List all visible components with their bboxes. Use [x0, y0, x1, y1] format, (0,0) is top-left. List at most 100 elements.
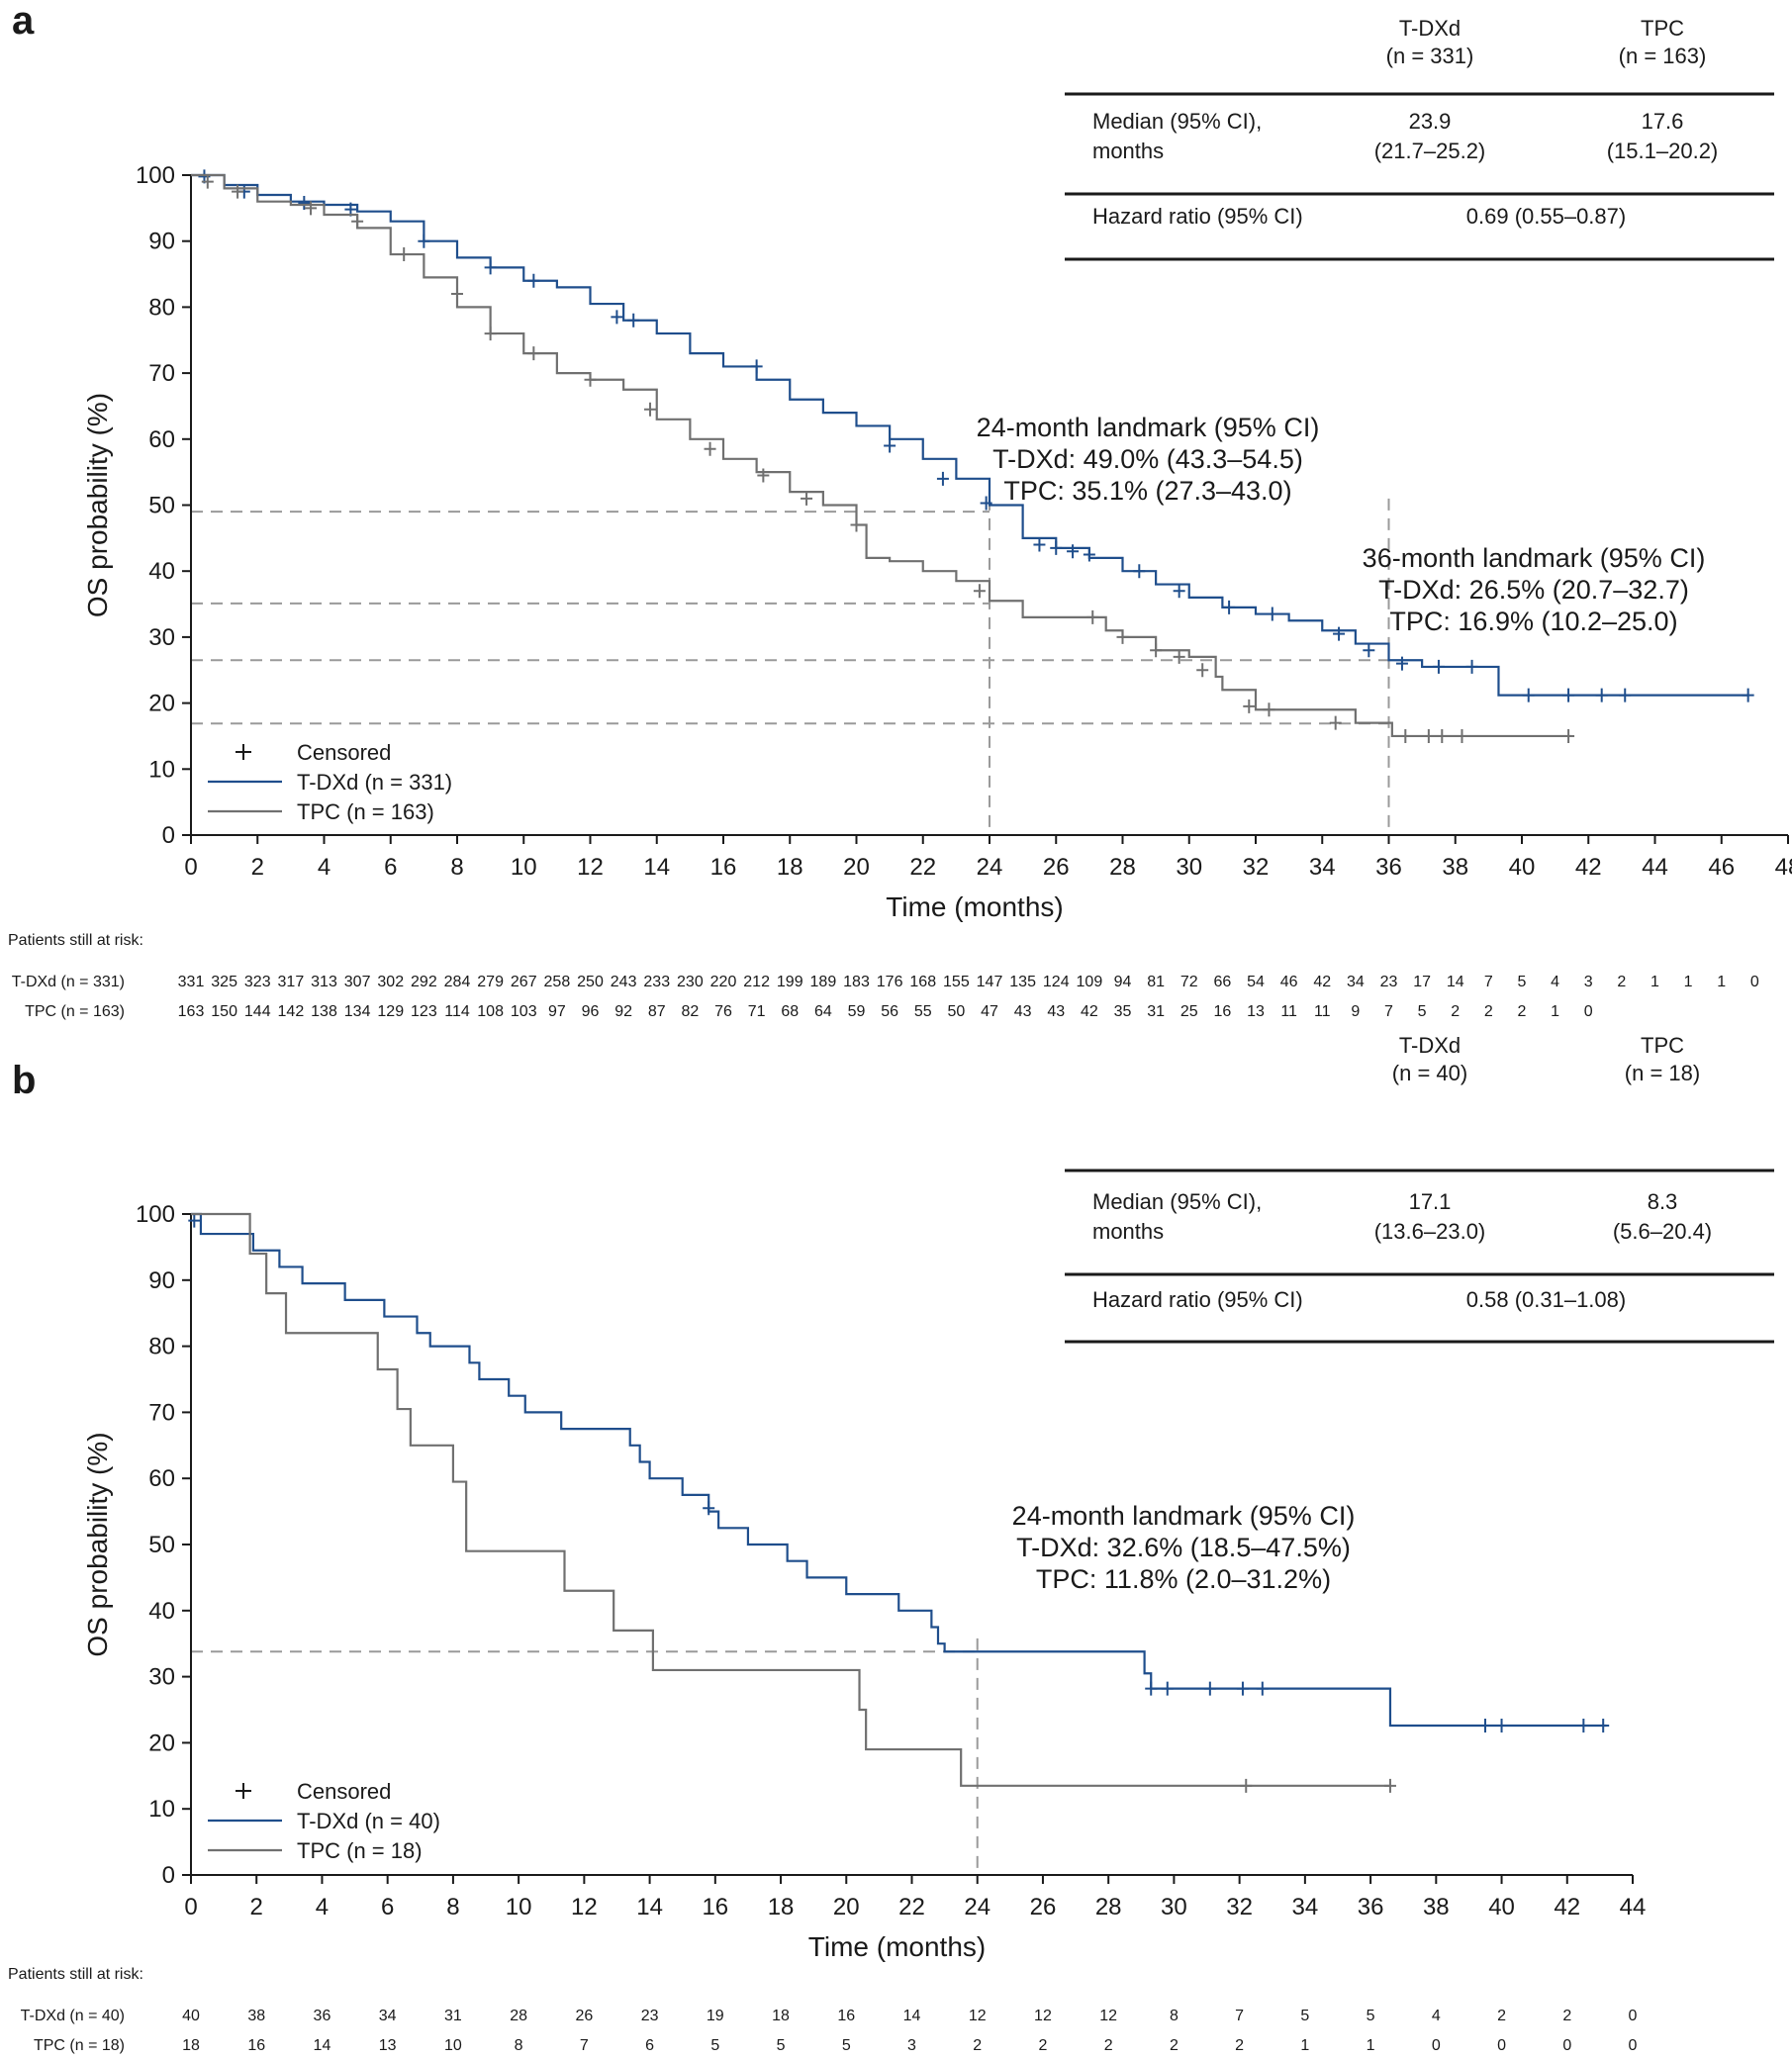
- x-tick-label: 18: [768, 1894, 795, 1920]
- at-risk-tdxd-value: 40: [182, 2008, 200, 2024]
- censor-mark: [201, 174, 214, 189]
- at-risk-tdxd-value: 317: [278, 974, 305, 990]
- at-risk-tpc-value: 1: [1300, 2037, 1309, 2054]
- at-risk-tdxd-value: 168: [909, 974, 936, 990]
- tpc-curve: [191, 1212, 1390, 1787]
- censor-mark: [1067, 544, 1080, 559]
- x-tick-label: 6: [384, 854, 397, 881]
- at-risk-tpc-value: 163: [178, 1003, 205, 1020]
- censor-mark: [1595, 688, 1608, 702]
- x-tick-label: 42: [1554, 1894, 1580, 1920]
- at-risk-tpc-value: 56: [881, 1003, 898, 1020]
- x-tick-label: 10: [511, 854, 537, 881]
- y-tick-label: 10: [148, 1796, 175, 1823]
- at-risk-tdxd-value: 1: [1717, 974, 1726, 990]
- x-tick-label: 20: [833, 1894, 860, 1920]
- at-risk-tpc-value: 108: [477, 1003, 504, 1020]
- at-risk-tpc-label: TPC (n = 163): [25, 1003, 125, 1020]
- censor-mark: [1465, 659, 1478, 674]
- x-tick-label: 2: [251, 854, 264, 881]
- at-risk-tpc-value: 11: [1280, 1003, 1297, 1020]
- at-risk-tpc-value: 103: [511, 1003, 537, 1020]
- y-tick-label: 50: [148, 1532, 175, 1558]
- at-risk-tdxd-value: 1: [1684, 974, 1693, 990]
- censor-mark: [1562, 728, 1575, 743]
- y-axis-title: OS probability (%): [82, 393, 113, 617]
- censor-mark: [704, 441, 716, 456]
- at-risk-tdxd-value: 0: [1629, 2008, 1638, 2024]
- at-risk-tpc-value: 142: [278, 1003, 305, 1020]
- at-risk-tpc-value: 2: [1039, 2037, 1048, 2054]
- x-tick-label: 28: [1095, 1894, 1122, 1920]
- at-risk-tdxd-value: 66: [1213, 974, 1231, 990]
- y-tick-label: 100: [136, 1201, 175, 1228]
- at-risk-tpc-value: 2: [1170, 2037, 1179, 2054]
- censor-mark: [627, 313, 640, 328]
- at-risk-tpc-label: TPC (n = 18): [34, 2037, 125, 2054]
- legend-censor-icon: [236, 1783, 251, 1799]
- at-risk-tpc-value: 0: [1629, 2037, 1638, 2054]
- censor-mark: [1150, 643, 1163, 658]
- x-tick-label: 46: [1708, 854, 1735, 881]
- at-risk-tpc-value: 68: [781, 1003, 799, 1020]
- at-risk-tdxd-value: 250: [577, 974, 604, 990]
- x-tick-label: 34: [1309, 854, 1336, 881]
- censor-mark: [1083, 547, 1095, 562]
- y-tick-label: 90: [148, 229, 175, 255]
- at-risk-tpc-value: 7: [1384, 1003, 1393, 1020]
- x-tick-label: 26: [1043, 854, 1070, 881]
- table-hr-label: Hazard ratio (95% CI): [1092, 204, 1303, 229]
- y-tick-label: 0: [162, 822, 175, 849]
- at-risk-tdxd-value: 135: [1009, 974, 1036, 990]
- at-risk-tpc-value: 2: [1235, 2037, 1244, 2054]
- at-risk-tdxd-value: 2: [1617, 974, 1626, 990]
- table-col1-n: (n = 331): [1386, 44, 1474, 68]
- at-risk-tdxd-value: 284: [444, 974, 471, 990]
- at-risk-tpc-value: 114: [444, 1003, 470, 1020]
- at-risk-tdxd-value: 19: [707, 2008, 724, 2024]
- at-risk-tpc-value: 0: [1584, 1003, 1593, 1020]
- x-tick-label: 40: [1509, 854, 1536, 881]
- at-risk-tdxd-value: 183: [843, 974, 870, 990]
- landmark36-tdxd: T-DXd: 26.5% (20.7–32.7): [1378, 575, 1689, 605]
- at-risk-tpc-value: 11: [1314, 1003, 1331, 1020]
- at-risk-tpc-value: 144: [244, 1003, 271, 1020]
- censor-mark: [1562, 688, 1575, 702]
- at-risk-tdxd-value: 12: [1099, 2008, 1117, 2024]
- at-risk-tdxd-value: 124: [1043, 974, 1070, 990]
- y-tick-label: 80: [148, 294, 175, 321]
- x-tick-label: 6: [381, 1894, 394, 1920]
- censor-mark: [1456, 728, 1468, 743]
- at-risk-tdxd-value: 7: [1235, 2008, 1244, 2024]
- y-tick-label: 90: [148, 1267, 175, 1294]
- censor-mark: [1436, 728, 1449, 743]
- censor-mark: [801, 491, 813, 506]
- censor-mark: [484, 327, 497, 341]
- at-risk-tdxd-value: 12: [969, 2008, 987, 2024]
- at-risk-tpc-value: 0: [1562, 2037, 1571, 2054]
- legend-tdxd: T-DXd (n = 40): [297, 1809, 440, 1833]
- at-risk-tdxd-value: 8: [1170, 2008, 1179, 2024]
- y-tick-label: 40: [148, 1598, 175, 1625]
- landmark24-tpc: TPC: 35.1% (27.3–43.0): [1003, 476, 1291, 506]
- censor-mark: [1196, 663, 1209, 678]
- table-col2-n: (n = 163): [1619, 44, 1707, 68]
- at-risk-tdxd-value: 4: [1551, 974, 1559, 990]
- x-tick-label: 0: [184, 1894, 197, 1920]
- table-col2-head: TPC: [1641, 1033, 1684, 1058]
- at-risk-tpc-value: 2: [1484, 1003, 1493, 1020]
- censor-mark: [1266, 607, 1278, 621]
- at-risk-tpc-value: 138: [311, 1003, 337, 1020]
- at-risk-tdxd-value: 2: [1497, 2008, 1506, 2024]
- legend-tdxd: T-DXd (n = 331): [297, 770, 452, 795]
- x-tick-label: 10: [506, 1894, 532, 1920]
- censor-mark: [1161, 1681, 1174, 1696]
- at-risk-tdxd-value: 4: [1432, 2008, 1441, 2024]
- at-risk-tpc-value: 0: [1432, 2037, 1441, 2054]
- table-hr-value: 0.58 (0.31–1.08): [1466, 1287, 1626, 1312]
- censor-mark: [1395, 656, 1408, 671]
- landmark24-tdxd: T-DXd: 32.6% (18.5–47.5%): [1016, 1533, 1351, 1562]
- censor-mark: [1478, 1719, 1491, 1733]
- censor-mark: [1363, 643, 1375, 658]
- x-tick-label: 24: [964, 1894, 990, 1920]
